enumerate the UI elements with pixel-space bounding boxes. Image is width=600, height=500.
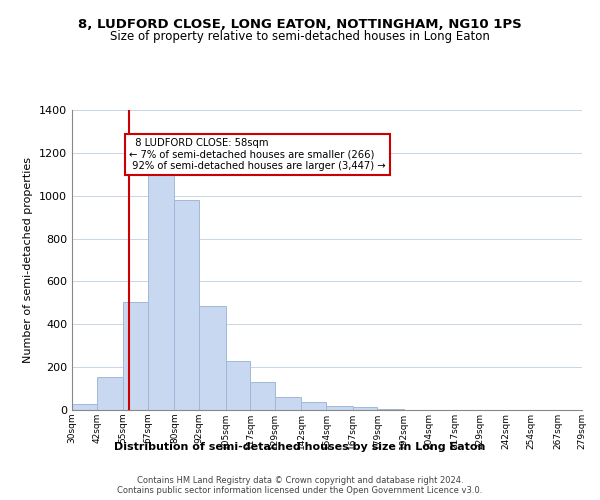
Text: Size of property relative to semi-detached houses in Long Eaton: Size of property relative to semi-detach… <box>110 30 490 43</box>
Bar <box>175 200 199 410</box>
Text: 8 LUDFORD CLOSE: 58sqm
← 7% of semi-detached houses are smaller (266)
 92% of se: 8 LUDFORD CLOSE: 58sqm ← 7% of semi-deta… <box>130 138 386 171</box>
Bar <box>377 409 404 410</box>
Text: Distribution of semi-detached houses by size in Long Eaton: Distribution of semi-detached houses by … <box>115 442 485 452</box>
Text: Contains public sector information licensed under the Open Government Licence v3: Contains public sector information licen… <box>118 486 482 495</box>
Bar <box>72 404 97 410</box>
Bar <box>148 168 175 410</box>
Bar <box>275 397 301 410</box>
Bar <box>353 407 377 410</box>
Text: 8, LUDFORD CLOSE, LONG EATON, NOTTINGHAM, NG10 1PS: 8, LUDFORD CLOSE, LONG EATON, NOTTINGHAM… <box>78 18 522 30</box>
Y-axis label: Number of semi-detached properties: Number of semi-detached properties <box>23 157 34 363</box>
Bar <box>250 382 275 410</box>
Text: Contains HM Land Registry data © Crown copyright and database right 2024.: Contains HM Land Registry data © Crown c… <box>137 476 463 485</box>
Bar <box>226 360 250 410</box>
Bar <box>326 406 353 410</box>
Bar <box>301 402 326 410</box>
Bar <box>123 302 148 410</box>
Bar <box>97 377 123 410</box>
Bar <box>199 306 226 410</box>
